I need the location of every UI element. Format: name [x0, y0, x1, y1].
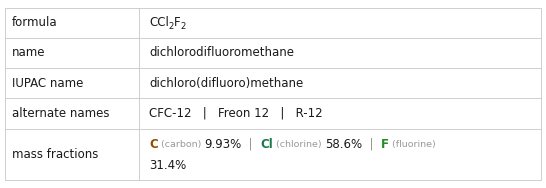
Text: F: F [174, 16, 181, 29]
Text: alternate names: alternate names [12, 107, 110, 120]
Text: 2: 2 [181, 22, 186, 30]
Text: (fluorine): (fluorine) [389, 140, 436, 149]
Text: 9.93%: 9.93% [204, 138, 241, 151]
Text: mass fractions: mass fractions [12, 148, 98, 161]
Text: 58.6%: 58.6% [325, 138, 362, 151]
Text: name: name [12, 46, 45, 59]
Text: |: | [362, 138, 381, 151]
Text: (carbon): (carbon) [158, 140, 204, 149]
Text: 31.4%: 31.4% [149, 159, 186, 172]
Text: |: | [241, 138, 260, 151]
Text: CCl: CCl [149, 16, 169, 29]
Text: dichlorodifluoromethane: dichlorodifluoromethane [149, 46, 294, 59]
Text: formula: formula [12, 16, 58, 29]
Text: CFC-12   |   Freon 12   |   R-12: CFC-12 | Freon 12 | R-12 [149, 107, 323, 120]
Text: (chlorine): (chlorine) [273, 140, 325, 149]
Text: 2: 2 [169, 22, 174, 30]
Text: dichloro(difluoro)methane: dichloro(difluoro)methane [149, 77, 304, 90]
Text: C: C [149, 138, 158, 151]
Text: IUPAC name: IUPAC name [12, 77, 84, 90]
Text: F: F [381, 138, 389, 151]
Text: Cl: Cl [260, 138, 273, 151]
